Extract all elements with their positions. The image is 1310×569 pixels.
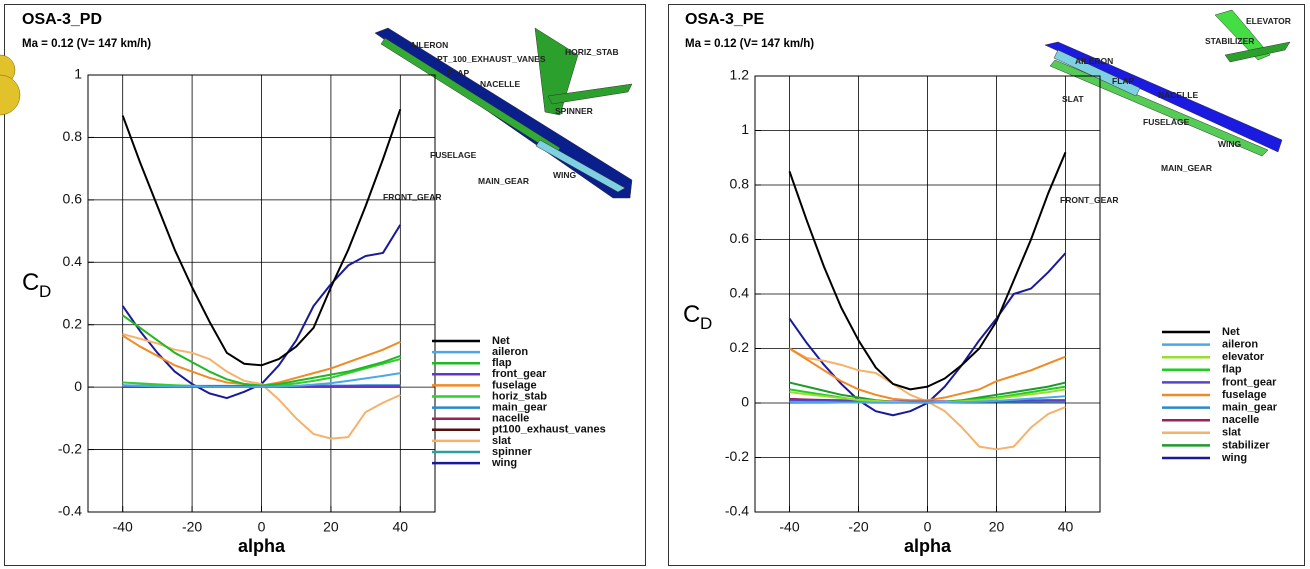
x-tick-label: -20 (182, 519, 202, 535)
legend-label: Net (1222, 326, 1240, 338)
legend-label: main_gear (1222, 402, 1278, 414)
legend-label: nacelle (1222, 414, 1259, 426)
y-tick-label: 0.8 (63, 128, 83, 144)
y-tick-label: 1 (74, 66, 82, 82)
legend-label: stabilizer (1222, 439, 1270, 451)
annotation: MAIN_GEAR (478, 176, 529, 186)
annotation: PT_100_EXHAUST_VANES (437, 54, 546, 64)
legend-label: flap (1222, 364, 1242, 376)
x-axis-label: alpha (904, 536, 952, 556)
y-tick-label: 1 (741, 121, 749, 137)
annotation: STABILIZER (1205, 36, 1254, 46)
y-tick-label: 0.4 (63, 253, 83, 269)
x-tick-label: -40 (113, 519, 133, 535)
x-tick-label: -40 (779, 519, 799, 535)
annotation: FUSELAGE (1143, 117, 1190, 127)
x-tick-label: 0 (258, 519, 266, 535)
legend-label: wing (1221, 452, 1247, 464)
y-axis-label: C (22, 269, 39, 296)
y-tick-label: -0.2 (58, 440, 82, 456)
chart-title: OSA-3_PD (22, 11, 102, 28)
annotation: MAIN_GEAR (1161, 163, 1212, 173)
annotation: FRONT_GEAR (1060, 195, 1119, 205)
y-tick-label: -0.2 (725, 448, 749, 464)
annotation: SPINNER (555, 106, 593, 116)
annotation: FLAP (1112, 76, 1135, 86)
legend-label: fuselage (1222, 389, 1267, 401)
y-tick-label: -0.4 (58, 503, 82, 519)
x-tick-label: -20 (848, 519, 868, 535)
x-tick-label: 40 (1058, 519, 1074, 535)
chart-title: OSA-3_PE (685, 11, 764, 28)
annotation: SLAT (1062, 94, 1084, 104)
x-tick-label: 20 (323, 519, 339, 535)
legend-label: slat (1222, 427, 1241, 439)
y-tick-label: -0.4 (725, 503, 749, 519)
x-tick-label: 0 (924, 519, 932, 535)
y-tick-label: 0.6 (730, 230, 750, 246)
annotation: WING (1218, 139, 1242, 149)
annotation: AILERON (410, 40, 448, 50)
x-axis-label: alpha (238, 536, 286, 556)
y-axis-label-subscript: D (39, 282, 51, 301)
legend-label: wing (491, 457, 517, 469)
panel-frame (669, 5, 1305, 566)
x-tick-label: 20 (989, 519, 1005, 535)
y-tick-label: 0 (74, 378, 82, 394)
annotation: NACELLE (1158, 90, 1198, 100)
annotation: NACELLE (480, 79, 520, 89)
chart-subtitle: Ma = 0.12 (V= 147 km/h) (22, 38, 151, 50)
y-tick-label: 0 (741, 394, 749, 410)
y-axis-label-subscript: D (700, 314, 712, 333)
annotation: WING (553, 170, 577, 180)
chart-subtitle: Ma = 0.12 (V= 147 km/h) (685, 38, 814, 50)
legend-label: aileron (1222, 339, 1258, 351)
y-tick-label: 0.8 (730, 176, 750, 192)
annotation: FRONT_GEAR (383, 192, 442, 202)
y-tick-label: 0.2 (63, 315, 83, 331)
annotation: AILERON (1075, 56, 1113, 66)
legend-label: front_gear (1222, 376, 1277, 388)
y-tick-label: 0.6 (63, 191, 83, 207)
legend-label: elevator (1222, 351, 1265, 363)
y-tick-label: 0.4 (730, 285, 750, 301)
annotation: ELEVATOR (1246, 16, 1291, 26)
annotation: FLAP (447, 68, 470, 78)
y-tick-label: 0.2 (730, 339, 750, 355)
annotation: FUSELAGE (430, 150, 477, 160)
annotation: HORIZ_STAB (565, 47, 619, 57)
page: OSA-3_PD Ma = 0.12 (V= 147 km/h) -0.4 -0.2 0… (0, 0, 1310, 569)
x-tick-label: 40 (393, 519, 409, 535)
y-tick-label: 1.2 (730, 67, 750, 83)
y-axis-label: C (683, 301, 700, 328)
